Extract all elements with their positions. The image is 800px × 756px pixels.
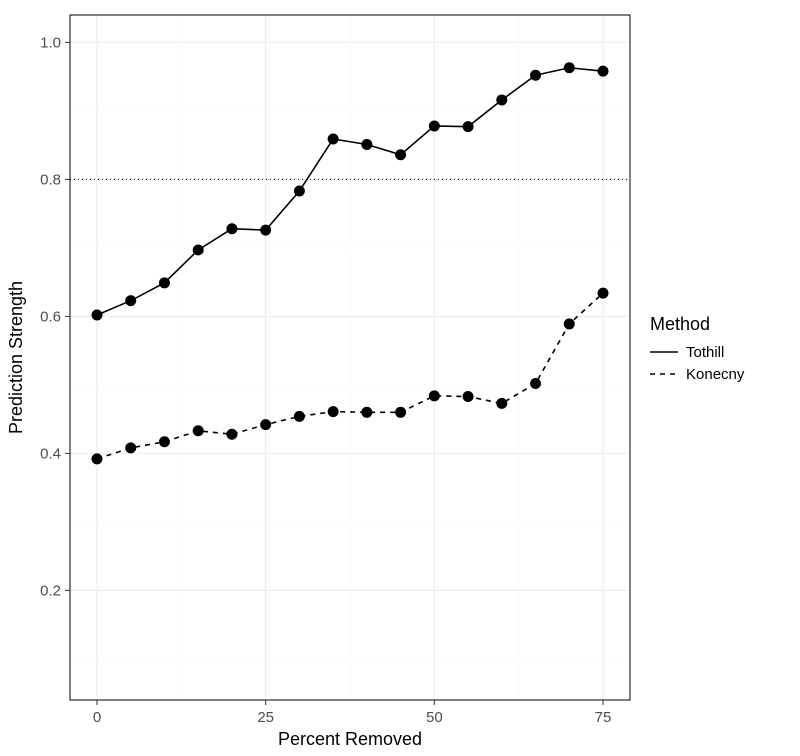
series-point-tothill — [193, 245, 203, 255]
y-tick-label: 0.6 — [40, 308, 61, 325]
series-point-konecny — [362, 407, 372, 417]
series-point-tothill — [463, 122, 473, 132]
series-point-tothill — [159, 278, 169, 288]
series-point-konecny — [328, 407, 338, 417]
legend-label: Tothill — [686, 344, 724, 361]
series-point-konecny — [564, 319, 574, 329]
series-point-tothill — [92, 310, 102, 320]
y-tick-label: 0.4 — [40, 445, 61, 462]
x-tick-label: 75 — [595, 709, 612, 726]
series-point-konecny — [159, 437, 169, 447]
series-point-konecny — [193, 426, 203, 436]
series-point-tothill — [598, 66, 608, 76]
series-point-konecny — [227, 429, 237, 439]
series-point-konecny — [497, 398, 507, 408]
x-tick-label: 25 — [257, 709, 274, 726]
line-chart: 0 25 50 75 0.2 0.4 0.6 0.8 1.0 Percent Removed Pre… — [0, 0, 800, 751]
series-point-konecny — [396, 407, 406, 417]
series-point-tothill — [497, 95, 507, 105]
series-point-tothill — [261, 225, 271, 235]
chart-container: 0 25 50 75 0.2 0.4 0.6 0.8 1.0 Percent Removed Pre… — [0, 0, 800, 751]
series-point-konecny — [531, 379, 541, 389]
series-point-tothill — [227, 224, 237, 234]
series-point-tothill — [429, 121, 439, 131]
legend-title: Method — [650, 314, 710, 334]
x-axis-label: Percent Removed — [278, 729, 422, 749]
series-point-konecny — [463, 392, 473, 402]
x-tick-label: 0 — [93, 709, 101, 726]
series-point-konecny — [92, 454, 102, 464]
y-axis-label: Prediction Strength — [6, 281, 26, 434]
series-point-tothill — [531, 70, 541, 80]
series-point-tothill — [126, 296, 136, 306]
y-tick-label: 0.8 — [40, 171, 61, 188]
series-point-tothill — [564, 63, 574, 73]
series-point-konecny — [294, 411, 304, 421]
series-point-tothill — [328, 134, 338, 144]
series-point-konecny — [126, 443, 136, 453]
series-point-tothill — [396, 150, 406, 160]
y-tick-label: 0.2 — [40, 582, 61, 599]
y-tick-label: 1.0 — [40, 34, 61, 51]
x-tick-label: 50 — [426, 709, 443, 726]
series-point-tothill — [362, 139, 372, 149]
series-point-tothill — [294, 186, 304, 196]
series-point-konecny — [261, 420, 271, 430]
legend-label: Konecny — [686, 366, 745, 383]
series-point-konecny — [429, 391, 439, 401]
series-point-konecny — [598, 288, 608, 298]
